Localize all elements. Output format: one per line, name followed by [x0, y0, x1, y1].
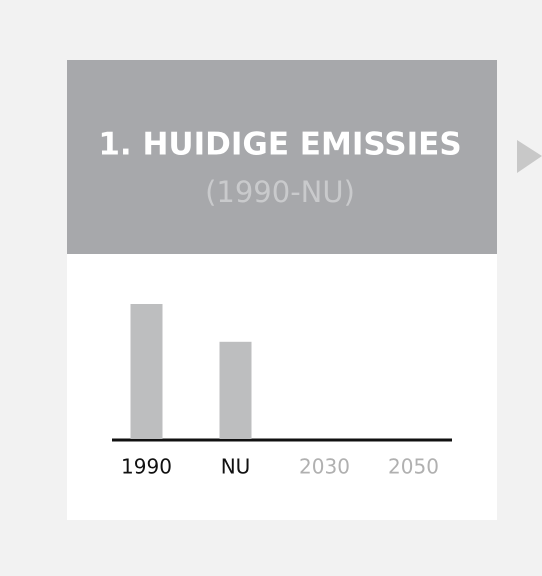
x-tick-label: 1990 — [121, 455, 172, 479]
x-tick-label: 2050 — [388, 455, 439, 479]
bar — [130, 304, 163, 439]
card-header — [67, 60, 497, 254]
chart-subtitle: (1990-NU) — [205, 175, 355, 209]
chart-title: 1. HUIDIGE EMISSIES — [98, 127, 461, 163]
next-arrow[interactable] — [517, 140, 542, 173]
bar — [219, 341, 252, 439]
x-tick-label: 2030 — [299, 455, 350, 479]
x-tick-label: NU — [221, 455, 251, 479]
